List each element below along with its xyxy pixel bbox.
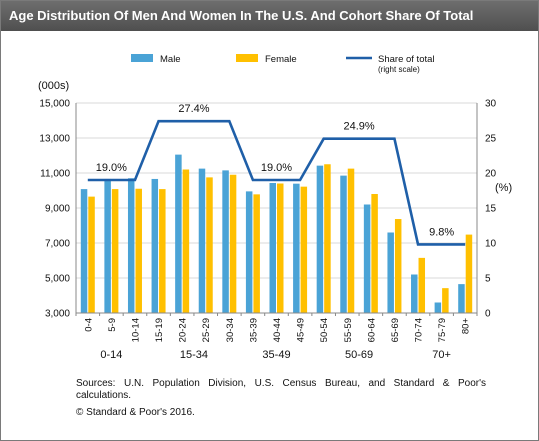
x-tick-label: 35-39 [248,318,259,342]
x-tick-label: 10-14 [130,318,141,342]
bar-male [387,232,394,313]
y2-tick-label: 30 [485,99,497,110]
x-tick-label: 55-59 [343,318,354,342]
age-group-label: 0-14 [100,349,122,361]
legend-share-label: Share of total [378,54,435,65]
y2-tick-label: 15 [485,204,497,215]
bar-female [300,186,308,313]
y-tick-label: 7,000 [45,239,70,250]
bar-male [127,178,135,313]
y-tick-label: 3,000 [45,309,70,320]
bar-female [253,194,260,313]
share-label: 19.0% [96,162,127,174]
share-of-total-line [87,119,466,246]
bar-female [394,219,402,313]
x-tick-label: 45-49 [296,318,307,342]
x-tick-label: 80+ [461,318,472,335]
legend-male-label: Male [160,54,181,65]
y2-tick-label: 10 [485,239,497,250]
x-tick-label: 50-54 [319,318,330,342]
bar-male [80,189,88,313]
gridlines [76,102,477,279]
bar-female [88,196,95,313]
bar-male [175,154,182,313]
age-group-label: 50-69 [345,349,373,361]
bar-female [135,188,142,313]
bar-male [411,274,418,313]
bar-female [206,177,213,313]
y2-tick-label: 25 [485,134,497,145]
sources-note: Sources: U.N. Population Division, U.S. … [76,378,486,401]
bar-female [111,189,119,313]
y-axis-unit: (000s) [38,80,69,92]
bar-female [324,164,331,313]
share-label: 27.4% [178,103,209,115]
y2-tick-label: 0 [485,309,491,320]
y2-tick-label: 20 [485,169,497,180]
x-tick-label: 5-9 [107,318,118,332]
bar-male [269,182,276,313]
bar-male [340,175,347,313]
y-tick-label: 15,000 [39,99,70,110]
y2-tick-label: 5 [485,274,491,285]
axes: 3,000 5,000 7,000 9,000 11,000 13,000 15,000 0 5… [38,80,512,361]
y-tick-label: 9,000 [45,204,70,215]
legend: Male Female Share of total(right scale) [131,54,435,74]
x-tick-label: 40-44 [272,318,283,342]
x-tick-label: 65-69 [390,318,401,342]
bar-male [363,204,371,313]
bar-female [418,257,426,313]
bar-male [458,284,465,313]
bar-female [442,288,449,313]
age-group-label: 15-34 [180,349,208,361]
chart-title: Age Distribution Of Men And Women In The… [9,8,474,23]
bar-female [371,194,378,313]
bar-male [198,168,206,313]
bar-female [159,189,166,313]
share-label: 19.0% [261,162,292,174]
legend-male-swatch [131,54,153,62]
legend-female-swatch [236,54,258,62]
x-tick-label: 70-74 [414,318,425,342]
share-label: 9.8% [429,226,454,238]
share-label: 24.9% [343,121,374,133]
age-group-label: 35-49 [262,349,290,361]
x-tick-label: 30-34 [225,318,236,342]
legend-share-sublabel: (right scale) [378,65,420,74]
x-tick-label: 15-19 [154,318,165,342]
title-bar: Age Distribution Of Men And Women In The… [1,1,538,31]
bar-female [465,234,473,313]
bars [80,154,473,313]
bar-male [434,302,442,313]
x-tick-label: 25-29 [201,318,212,342]
y-tick-label: 11,000 [40,169,70,180]
bar-female [182,169,190,313]
x-tick-label: 75-79 [437,318,448,342]
copyright-note: © Standard & Poor's 2016. [76,407,195,418]
x-tick-label: 60-64 [366,318,377,342]
legend-female-label: Female [265,54,297,65]
y-tick-label: 5,000 [45,274,70,285]
x-tick-label: 20-24 [178,318,189,342]
y-tick-label: 13,000 [39,134,70,145]
bar-male [293,183,300,313]
bar-male [151,178,159,313]
share-line: 19.0% 27.4% 19.0% 24.9% 9.8% [87,103,466,246]
x-tick-label: 0-4 [83,318,94,332]
age-group-label: 70+ [432,349,451,361]
bar-male [316,165,324,313]
bar-female [229,174,237,313]
bar-male [222,170,229,313]
bar-male [104,178,111,313]
bar-male [245,191,253,313]
y2-axis-unit: (%) [495,182,512,194]
bar-female [347,168,355,313]
bar-female [277,183,284,313]
